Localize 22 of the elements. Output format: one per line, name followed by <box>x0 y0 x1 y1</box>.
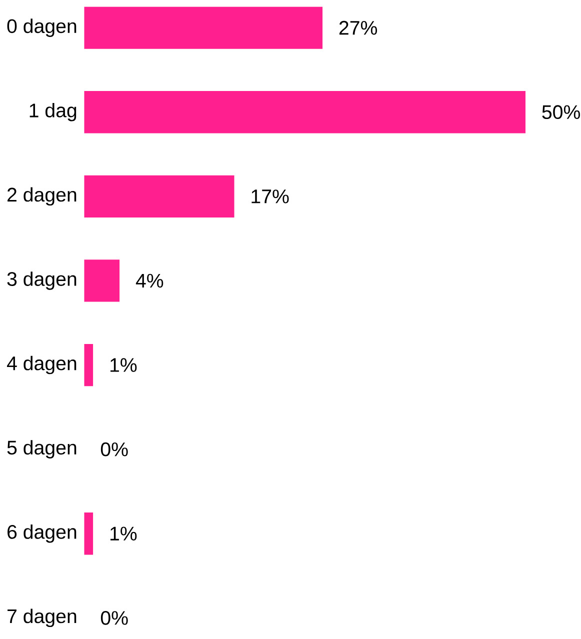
y-tick-label: 7 dagen <box>8 608 76 628</box>
y-tick-label: 6 dagen <box>8 524 76 543</box>
data-label: 0% <box>101 442 128 456</box>
data-label: 1% <box>110 358 137 372</box>
bar <box>84 175 234 218</box>
bar <box>84 344 94 386</box>
y-tick-label: 0 dagen <box>7 18 76 37</box>
data-label: 50% <box>542 105 580 120</box>
y-tick-label: 5 dagen <box>7 440 76 458</box>
bar <box>84 512 94 555</box>
y-tick-label: 1 dag <box>30 102 76 122</box>
bar <box>84 260 120 302</box>
data-label: 0% <box>101 610 128 625</box>
data-label: 17% <box>252 190 289 204</box>
data-label: 4% <box>136 274 164 288</box>
y-tick-label: 3 dagen <box>7 272 76 290</box>
bar <box>84 91 526 134</box>
y-tick-label: 4 dagen <box>7 356 76 374</box>
data-label: 1% <box>110 526 137 540</box>
y-tick-label: 2 dagen <box>8 187 76 206</box>
bar <box>84 6 323 49</box>
data-label: 27% <box>340 20 378 35</box>
